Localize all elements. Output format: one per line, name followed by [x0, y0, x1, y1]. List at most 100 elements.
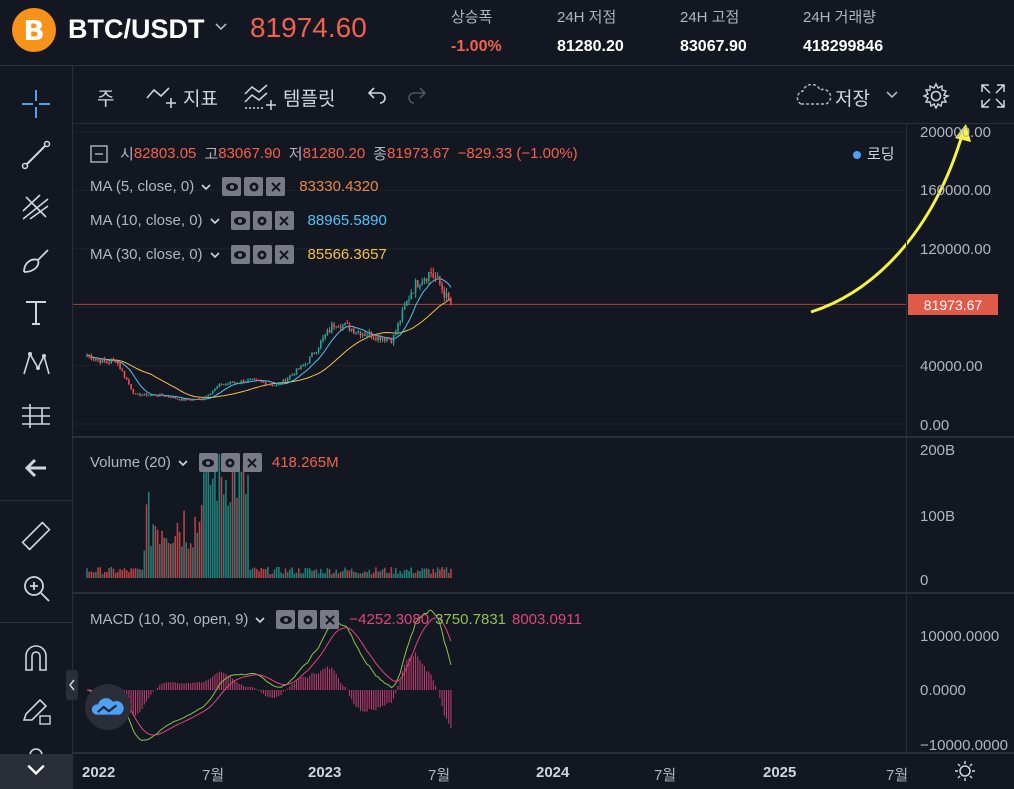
volume-bar — [408, 571, 410, 578]
candle-body — [134, 393, 137, 395]
volume-legend[interactable]: Volume (20) 418.265M — [90, 453, 339, 472]
lock-drawings-tool[interactable] — [14, 688, 58, 732]
tradingview-logo-button[interactable] — [85, 684, 131, 730]
close-icon[interactable] — [266, 177, 286, 196]
volume-bar — [141, 569, 143, 578]
volume-bar — [92, 572, 95, 578]
cloud-icon[interactable] — [793, 84, 833, 108]
template-icon[interactable] — [243, 82, 277, 110]
eye-icon[interactable] — [276, 610, 296, 629]
candle-body — [185, 398, 188, 401]
candle-body — [136, 393, 139, 395]
text-tool[interactable] — [14, 290, 58, 334]
interval-selector[interactable]: 주 — [97, 89, 115, 110]
pane-divider[interactable] — [73, 592, 1014, 594]
back-tool[interactable] — [14, 446, 58, 490]
macd-histogram-bar — [196, 682, 198, 690]
pane-divider[interactable] — [73, 436, 1014, 438]
volume-bar — [132, 568, 135, 578]
chevron-down-icon[interactable] — [209, 249, 221, 261]
eye-icon[interactable] — [230, 245, 250, 264]
gear-icon[interactable] — [220, 453, 240, 472]
eye-icon[interactable] — [230, 211, 250, 230]
candle-body — [386, 338, 388, 341]
ma30-legend[interactable]: MA (30, close, 0) 85566.3657 — [90, 245, 387, 264]
gear-icon[interactable] — [252, 211, 272, 230]
candle-body — [269, 384, 271, 386]
collapse-toolbar-button[interactable] — [0, 754, 73, 789]
candle-body — [159, 394, 161, 397]
ma5-legend[interactable]: MA (5, close, 0) 83330.4320 — [90, 177, 378, 196]
macd-histogram-bar — [232, 678, 234, 690]
volume-bar — [432, 568, 435, 578]
volume-bar — [170, 543, 172, 578]
crosshair-tool[interactable] — [14, 82, 58, 126]
pencil-lock-icon — [22, 698, 51, 725]
redo-icon[interactable] — [405, 82, 429, 106]
macd-histogram-bar — [432, 680, 434, 690]
template-button[interactable]: 템플릿 — [283, 89, 336, 110]
candle-body — [441, 284, 443, 290]
candle-body — [86, 355, 88, 357]
chevron-down-icon[interactable] — [177, 457, 189, 469]
candle-body — [381, 338, 384, 341]
arrow-left-icon — [24, 458, 46, 478]
ruler-tool[interactable] — [14, 514, 58, 558]
gear-icon[interactable] — [244, 177, 264, 196]
volume-bar — [379, 571, 382, 578]
gear-icon[interactable] — [298, 610, 318, 629]
magnet-tool[interactable] — [14, 636, 58, 680]
indicators-icon[interactable] — [145, 82, 179, 108]
volume-bar — [280, 572, 282, 578]
volume-bar — [95, 571, 97, 578]
macd-histogram-bar — [404, 664, 406, 690]
volume-bar — [419, 571, 421, 578]
fib-tool[interactable] — [14, 185, 58, 229]
eye-icon[interactable] — [222, 177, 242, 196]
close-icon[interactable] — [274, 245, 294, 264]
macd-legend[interactable]: MACD (10, 30, open, 9) −4252.3080 3750.7… — [90, 610, 582, 629]
chevron-down-icon[interactable] — [209, 215, 221, 227]
gear-icon[interactable] — [252, 245, 272, 264]
chevron-down-icon[interactable] — [200, 181, 212, 193]
fullscreen-icon[interactable] — [979, 82, 1007, 110]
gear-icon[interactable] — [921, 81, 951, 111]
candle-body — [231, 381, 234, 383]
volume-bar — [121, 570, 124, 578]
chevron-down-icon[interactable] — [214, 20, 228, 34]
price-axis-label: 40000.00 — [920, 358, 983, 375]
pattern-tool[interactable] — [14, 342, 58, 386]
undo-icon[interactable] — [365, 82, 389, 106]
eye-icon[interactable] — [198, 453, 218, 472]
volume-bar — [260, 567, 263, 578]
macd-histogram-bar — [298, 679, 300, 690]
indicators-button[interactable]: 지표 — [183, 89, 218, 110]
time-axis-label: 7월 — [886, 767, 909, 784]
chevron-down-icon[interactable] — [254, 614, 266, 626]
candle-body — [322, 337, 324, 341]
save-button[interactable]: 저장 — [835, 89, 870, 110]
candle-body — [399, 321, 401, 324]
price-axis-label: 200000.00 — [920, 124, 991, 141]
ma10-legend[interactable]: MA (10, close, 0) 88965.5890 — [90, 211, 387, 230]
macd-histogram-bar — [315, 673, 317, 690]
volume-bar — [139, 569, 141, 578]
close-icon[interactable] — [320, 610, 340, 629]
expand-sidebar-handle[interactable] — [66, 670, 78, 700]
close-icon[interactable] — [242, 453, 262, 472]
price-chart[interactable] — [73, 124, 1014, 789]
collapse-legend-icon[interactable] — [90, 144, 108, 163]
brush-tool[interactable] — [14, 238, 58, 282]
candle-body — [397, 323, 399, 332]
trend-line-tool[interactable] — [14, 133, 58, 177]
sun-settings-icon[interactable] — [953, 759, 977, 783]
candle-body — [390, 339, 393, 343]
zoom-tool[interactable] — [14, 566, 58, 610]
candle-body — [264, 382, 267, 385]
close-icon[interactable] — [274, 211, 294, 230]
symbol-selector[interactable]: BTC/USDT — [68, 14, 205, 44]
volume-bar — [390, 567, 393, 578]
forecast-tool[interactable] — [14, 394, 58, 438]
chevron-down-icon[interactable] — [885, 88, 899, 102]
macd-histogram-bar — [207, 679, 209, 690]
